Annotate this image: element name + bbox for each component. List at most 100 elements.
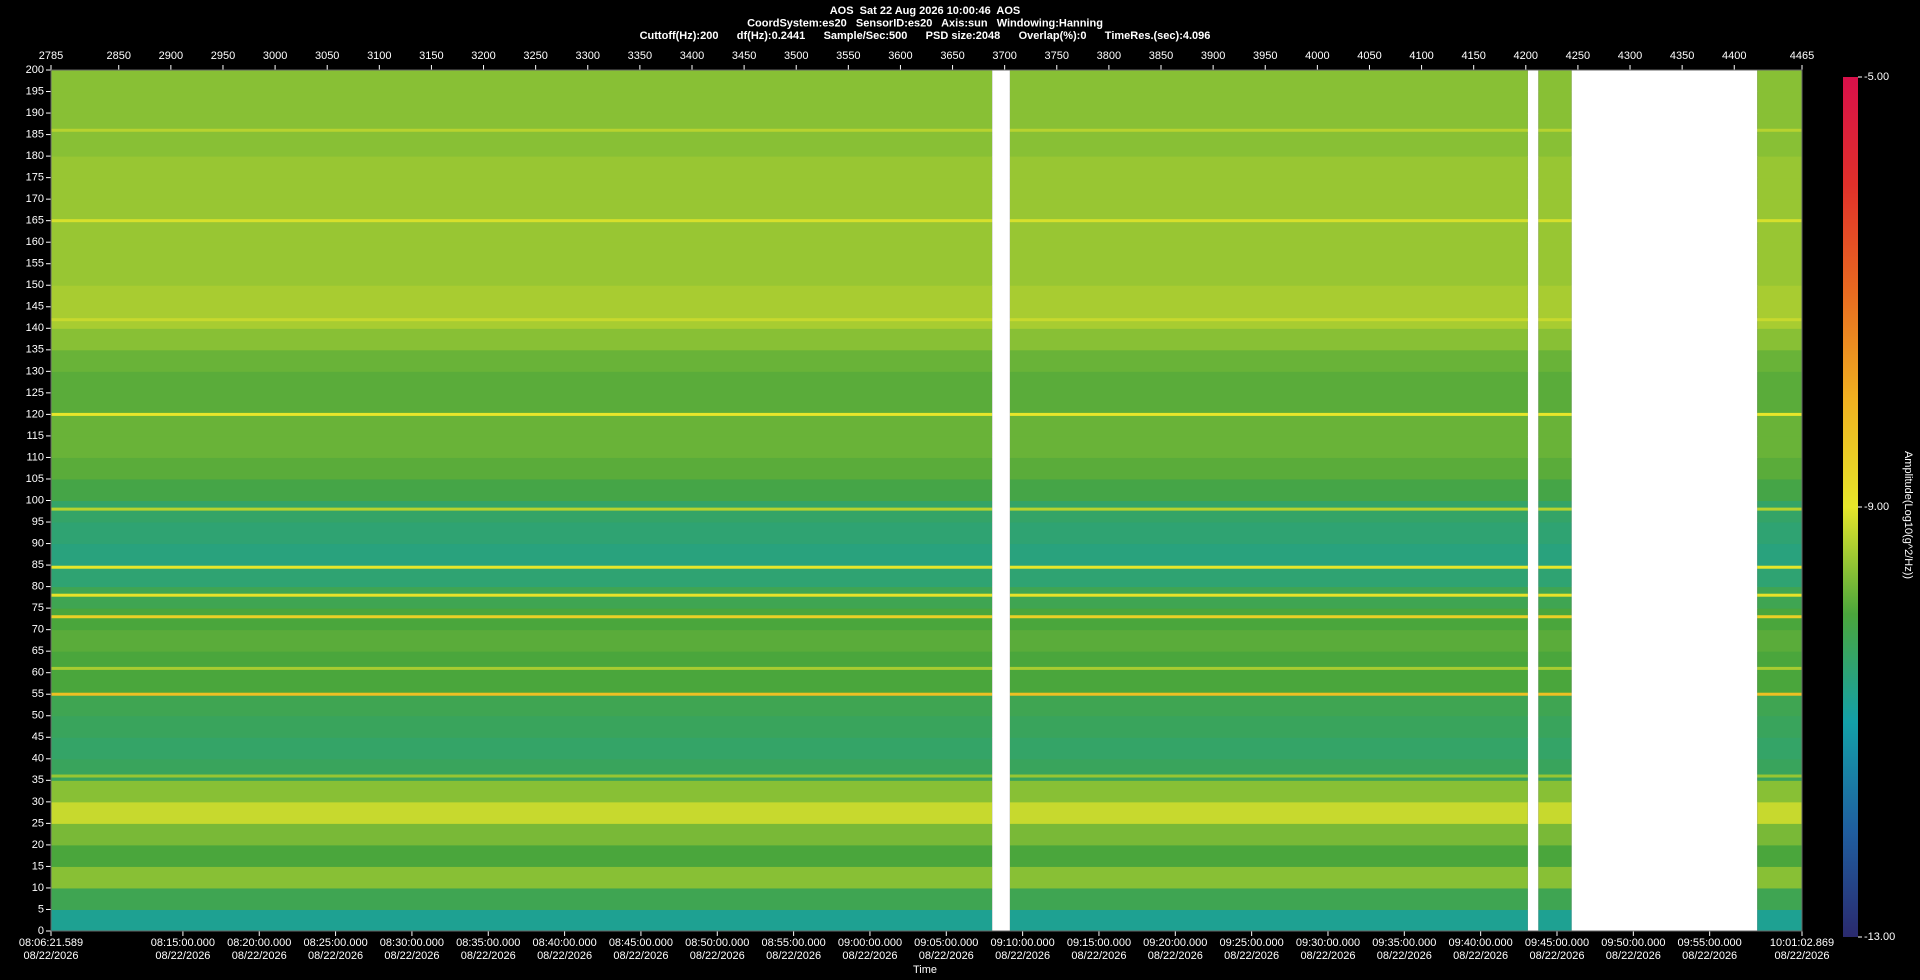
y-tick-label: 190 (26, 107, 44, 119)
heatmap-cell (1757, 457, 1802, 480)
time-tick-label: 09:10:00.000 (991, 937, 1055, 949)
y-tick-label: 5 (38, 903, 44, 915)
y-tick-label: 35 (32, 774, 44, 786)
heatmap-cell (1757, 522, 1802, 545)
heatmap-cell (1009, 177, 1528, 200)
time-tick-date: 08/22/2026 (155, 950, 210, 962)
heatmap-cell (1757, 866, 1802, 889)
time-tick-label: 09:15:00.000 (1067, 937, 1131, 949)
time-tick-date: 08/22/2026 (308, 950, 363, 962)
spectral-line (1538, 219, 1572, 223)
heatmap-cell (51, 672, 993, 695)
heatmap-cell (1009, 435, 1528, 458)
x-tick-label: 3350 (628, 50, 652, 62)
heatmap-cell (51, 823, 993, 846)
spectral-line (1009, 128, 1528, 132)
heatmap-cell (51, 758, 993, 781)
heatmap-cell (1757, 565, 1802, 588)
time-tick-date: 08/22/2026 (842, 950, 897, 962)
x-tick-label: 4465 (1790, 50, 1814, 62)
heatmap-cell (1757, 715, 1802, 738)
time-tick-label: 08:20:00.000 (227, 937, 291, 949)
time-tick-label: 09:00:00.000 (838, 937, 902, 949)
spectral-line (1757, 318, 1802, 322)
spectral-line (1009, 219, 1528, 223)
time-tick-date: 08/22/2026 (1682, 950, 1737, 962)
heatmap-cell (1009, 70, 1528, 93)
y-tick-label: 150 (26, 279, 44, 291)
heatmap-cell (1757, 285, 1802, 308)
heatmap-cell (1538, 156, 1572, 179)
spectral-line (51, 318, 993, 322)
spectral-line (1538, 412, 1572, 416)
y-tick-label: 70 (32, 624, 44, 636)
spectral-line (1757, 593, 1802, 597)
y-tick-label: 25 (32, 817, 44, 829)
heatmap-cell (1757, 70, 1802, 93)
colorbar (1843, 77, 1858, 937)
heatmap-cell (1009, 887, 1528, 910)
heatmap-cell (1757, 780, 1802, 803)
y-tick-label: 160 (26, 236, 44, 248)
x-tick-label: 2900 (159, 50, 183, 62)
y-tick-label: 180 (26, 150, 44, 162)
heatmap-cell (51, 371, 993, 394)
x-tick-label: 3800 (1097, 50, 1121, 62)
time-tick-label: 08:45:00.000 (609, 937, 673, 949)
heatmap-cell (51, 887, 993, 910)
time-tick-date: 08/22/2026 (1071, 950, 1126, 962)
heatmap-cell (51, 737, 993, 760)
x-tick-label: 2785 (39, 50, 63, 62)
y-tick-label: 30 (32, 796, 44, 808)
y-tick-label: 90 (32, 537, 44, 549)
time-tick-date: 08/22/2026 (1377, 950, 1432, 962)
spectral-line (51, 692, 993, 696)
spectral-line (1538, 565, 1572, 569)
heatmap-cell (1757, 608, 1802, 631)
heatmap-cell (1538, 113, 1572, 136)
heatmap-cell (1757, 801, 1802, 824)
heatmap-cell (51, 801, 993, 824)
heatmap-cell (1757, 543, 1802, 566)
x-tick-label: 3450 (732, 50, 756, 62)
heatmap-cell (1757, 220, 1802, 243)
heatmap-cell (51, 780, 993, 803)
time-tick-label: 08:06:21.589 (19, 937, 83, 949)
spectral-line (1538, 593, 1572, 597)
time-tick-date: 08/22/2026 (23, 950, 78, 962)
time-tick-date: 08/22/2026 (1774, 950, 1829, 962)
heatmap-cell (1538, 737, 1572, 760)
header-line: Cuttoff(Hz):200 df(Hz):0.2441 Sample/Sec… (640, 30, 1211, 42)
heatmap-cell (1009, 91, 1528, 114)
spectral-line (1009, 507, 1528, 511)
heatmap-cell (1009, 500, 1528, 523)
x-tick-label: 4100 (1409, 50, 1433, 62)
spectral-line (51, 219, 993, 223)
spectral-line (1009, 318, 1528, 322)
heatmap-cell (1009, 242, 1528, 265)
time-tick-label: 09:55:00.000 (1678, 937, 1742, 949)
header-line: AOS Sat 22 Aug 2026 10:00:46 AOS (830, 5, 1021, 17)
spectral-line (1009, 666, 1528, 670)
heatmap-cell (51, 694, 993, 717)
time-tick-label: 08:40:00.000 (532, 937, 596, 949)
heatmap-cell (1757, 177, 1802, 200)
heatmap-cell (51, 328, 993, 351)
heatmap-cell (1757, 500, 1802, 523)
x-tick-label: 3000 (263, 50, 287, 62)
x-tick-label: 3850 (1149, 50, 1173, 62)
heatmap-cell (51, 177, 993, 200)
heatmap-cell (1009, 156, 1528, 179)
header-line: CoordSystem:es20 SensorID:es20 Axis:sun … (747, 17, 1103, 29)
x-tick-label: 3700 (992, 50, 1016, 62)
heatmap-cell (1757, 156, 1802, 179)
heatmap-cell (51, 909, 993, 932)
spectral-line (1538, 774, 1572, 778)
heatmap-cell (1538, 715, 1572, 738)
heatmap-cell (1009, 113, 1528, 136)
x-tick-label: 3400 (680, 50, 704, 62)
heatmap-cell (1538, 263, 1572, 286)
heatmap-cell (51, 113, 993, 136)
heatmap-cell (51, 543, 993, 566)
heatmap-cell (51, 435, 993, 458)
